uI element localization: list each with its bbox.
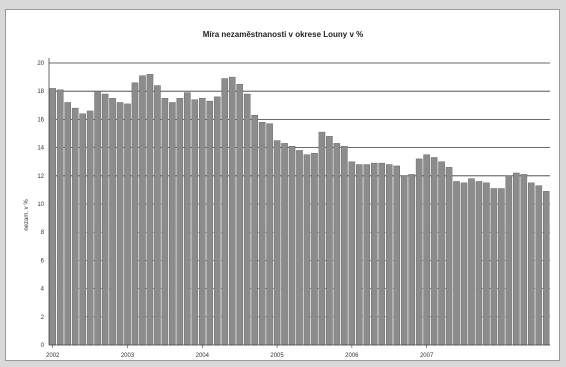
bar [348, 161, 356, 346]
bar [311, 153, 318, 346]
bar [94, 90, 101, 346]
bar [56, 89, 64, 346]
bar [199, 98, 206, 346]
bar [438, 161, 445, 346]
bar [176, 98, 184, 346]
bar [393, 165, 400, 346]
bar [116, 102, 124, 346]
bar [79, 113, 86, 346]
bar [542, 191, 550, 346]
y-tick-label: 6 [41, 258, 45, 264]
chart-title: Míra nezaměstnanosti v okrese Louny v % [203, 30, 364, 39]
y-tick-label: 14 [37, 146, 44, 152]
bar [445, 167, 453, 346]
x-tick-label: 2004 [196, 353, 210, 359]
bar [296, 150, 303, 346]
bar [460, 182, 468, 346]
bar [161, 98, 169, 346]
bar [169, 102, 176, 346]
bar [333, 143, 341, 346]
bar [213, 96, 221, 346]
bar [86, 110, 94, 346]
bar [385, 164, 393, 346]
bar [520, 174, 528, 346]
y-tick-label: 4 [41, 287, 45, 293]
bar [206, 100, 214, 346]
bar [124, 103, 131, 346]
bar [430, 157, 438, 346]
bar [490, 188, 498, 346]
bar [535, 185, 543, 346]
bar [415, 158, 423, 346]
bar [475, 181, 483, 346]
bar [498, 188, 505, 346]
bar [378, 162, 386, 346]
bar [184, 92, 191, 346]
x-tick-label: 2003 [121, 353, 135, 359]
bar [273, 140, 281, 346]
bar [318, 131, 326, 346]
bar [468, 178, 475, 346]
y-tick-label: 20 [37, 61, 44, 67]
bar [363, 164, 371, 346]
bar [101, 93, 109, 346]
x-ticks: 2002 2003 2004 2005 2006 2007 [46, 345, 434, 359]
bars-layer [49, 74, 550, 346]
bar [288, 145, 296, 346]
y-tick-label: 12 [37, 174, 44, 180]
axis-layer [48, 58, 550, 346]
y-tick-label: 0 [41, 343, 45, 349]
bar [64, 102, 71, 346]
bar [453, 181, 460, 346]
bar [371, 162, 378, 346]
y-tick-label: 8 [41, 230, 45, 236]
bar [251, 114, 258, 346]
bar [303, 154, 311, 346]
y-ticks: 0 2 4 6 8 10 12 14 16 18 20 [37, 61, 44, 349]
x-tick-label: 2006 [345, 353, 359, 359]
bar [154, 85, 161, 346]
bar [408, 174, 415, 346]
y-tick-label: 2 [41, 315, 45, 321]
y-axis-label: nezam. v % [24, 199, 30, 231]
x-tick-label: 2005 [270, 353, 284, 359]
bar [71, 107, 79, 346]
bar [356, 164, 363, 346]
bar [191, 99, 199, 346]
y-tick-label: 18 [37, 89, 44, 95]
bar [131, 82, 139, 346]
bar [513, 172, 520, 346]
bar [221, 78, 228, 346]
bar [400, 175, 408, 346]
bar [326, 136, 333, 346]
bar [423, 154, 430, 346]
y-tick-label: 16 [37, 117, 44, 123]
bar [505, 175, 513, 346]
x-tick-label: 2002 [46, 353, 60, 359]
chart-svg: Míra nezaměstnanosti v okrese Louny v % … [24, 30, 550, 359]
bar [243, 93, 251, 346]
bar [228, 76, 236, 346]
bar [109, 98, 116, 346]
bar [258, 122, 266, 346]
y-tick-label: 10 [37, 202, 44, 208]
bar [49, 88, 57, 346]
bar [236, 83, 243, 346]
bar [281, 143, 288, 346]
bar [483, 182, 490, 346]
x-tick-label: 2007 [420, 353, 434, 359]
bar [341, 145, 348, 346]
bar [139, 75, 146, 346]
bar [528, 182, 535, 346]
bar [146, 74, 154, 346]
chart-frame: Míra nezaměstnanosti v okrese Louny v % … [5, 9, 560, 361]
bar [266, 123, 273, 346]
